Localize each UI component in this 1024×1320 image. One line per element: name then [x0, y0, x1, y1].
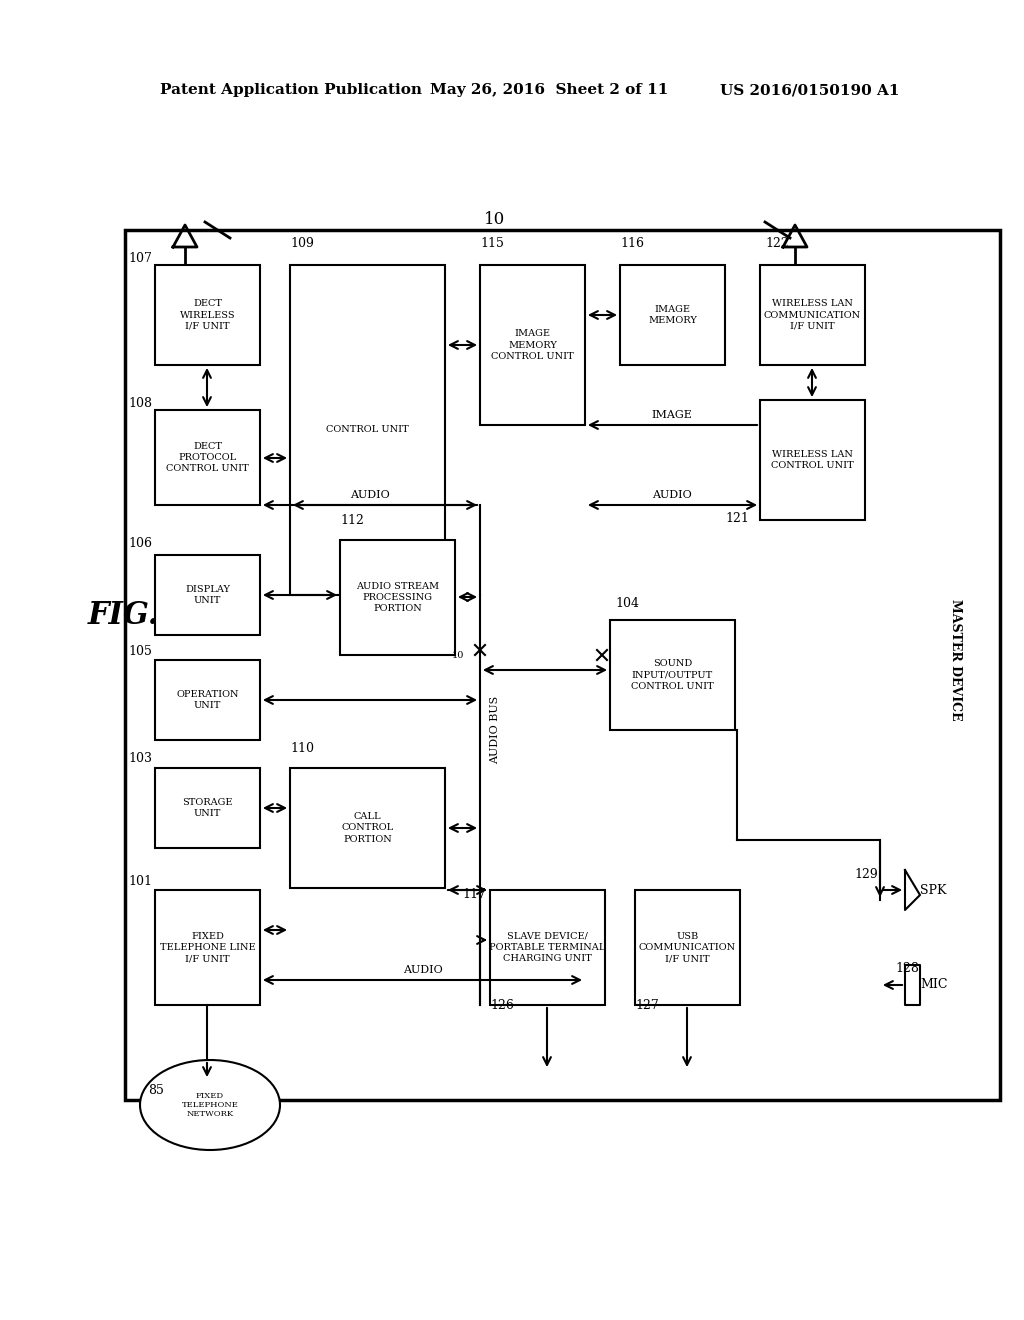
Text: CONTROL UNIT: CONTROL UNIT [326, 425, 409, 434]
Bar [490, 890, 605, 1005]
Text: 109: 109 [290, 238, 314, 249]
Text: 10: 10 [484, 211, 506, 228]
Text: DECT
WIRELESS
I/F UNIT: DECT WIRELESS I/F UNIT [179, 300, 236, 330]
Text: SPK: SPK [920, 883, 946, 896]
Bar [155, 890, 260, 1005]
Text: 129: 129 [854, 869, 878, 882]
Text: IMAGE: IMAGE [651, 411, 692, 420]
Text: AUDIO STREAM
PROCESSING
PORTION: AUDIO STREAM PROCESSING PORTION [356, 582, 439, 612]
Text: MASTER DEVICE: MASTER DEVICE [948, 599, 962, 721]
Text: 128: 128 [895, 962, 919, 975]
Text: May 26, 2016  Sheet 2 of 11: May 26, 2016 Sheet 2 of 11 [430, 83, 669, 96]
Text: 127: 127 [635, 999, 658, 1012]
Text: 108: 108 [128, 397, 152, 411]
Text: 115: 115 [480, 238, 504, 249]
Text: 126: 126 [490, 999, 514, 1012]
Bar [480, 265, 585, 425]
Bar [155, 265, 260, 366]
Text: 117: 117 [462, 888, 485, 902]
Bar [155, 660, 260, 741]
Text: IMAGE
MEMORY: IMAGE MEMORY [648, 305, 697, 325]
Text: Patent Application Publication: Patent Application Publication [160, 83, 422, 96]
Text: USB
COMMUNICATION
I/F UNIT: USB COMMUNICATION I/F UNIT [639, 932, 736, 964]
Text: DECT
PROTOCOL
CONTROL UNIT: DECT PROTOCOL CONTROL UNIT [166, 442, 249, 473]
Bar [155, 411, 260, 506]
Text: AUDIO: AUDIO [402, 965, 442, 975]
Text: FIXED
TELEPHONE LINE
I/F UNIT: FIXED TELEPHONE LINE I/F UNIT [160, 932, 255, 964]
Text: MIC: MIC [920, 978, 947, 991]
Bar [290, 265, 445, 595]
Text: 10: 10 [452, 651, 464, 660]
Ellipse shape [140, 1060, 280, 1150]
Bar [125, 230, 1000, 1100]
Text: STORAGE
UNIT: STORAGE UNIT [182, 799, 232, 818]
Bar [290, 768, 445, 888]
Bar [610, 620, 735, 730]
Text: SOUND
INPUT/OUTPUT
CONTROL UNIT: SOUND INPUT/OUTPUT CONTROL UNIT [631, 660, 714, 690]
Text: DISPLAY
UNIT: DISPLAY UNIT [185, 585, 230, 605]
Bar [760, 265, 865, 366]
Text: 112: 112 [340, 513, 364, 527]
Text: 107: 107 [128, 252, 152, 265]
Bar [620, 265, 725, 366]
Text: 85: 85 [148, 1084, 164, 1097]
Text: IMAGE
MEMORY
CONTROL UNIT: IMAGE MEMORY CONTROL UNIT [492, 330, 573, 360]
Text: 101: 101 [128, 875, 152, 888]
Text: FIXED
TELEPHONE
NETWORK: FIXED TELEPHONE NETWORK [181, 1092, 239, 1118]
Bar [635, 890, 740, 1005]
Text: AUDIO: AUDIO [350, 490, 390, 500]
Bar [340, 540, 455, 655]
Text: 103: 103 [128, 752, 152, 766]
Bar [760, 400, 865, 520]
Bar [155, 554, 260, 635]
Text: AUDIO: AUDIO [652, 490, 692, 500]
Text: WIRELESS LAN
CONTROL UNIT: WIRELESS LAN CONTROL UNIT [771, 450, 854, 470]
Text: 104: 104 [615, 597, 639, 610]
Text: WIRELESS LAN
COMMUNICATION
I/F UNIT: WIRELESS LAN COMMUNICATION I/F UNIT [764, 300, 861, 330]
Text: 110: 110 [290, 742, 314, 755]
Bar [155, 768, 260, 847]
Text: SLAVE DEVICE/
PORTABLE TERMINAL
CHARGING UNIT: SLAVE DEVICE/ PORTABLE TERMINAL CHARGING… [489, 932, 605, 964]
Text: 105: 105 [128, 645, 152, 657]
Text: 116: 116 [620, 238, 644, 249]
Text: 122: 122 [765, 238, 788, 249]
Text: CALL
CONTROL
PORTION: CALL CONTROL PORTION [341, 812, 393, 843]
Text: AUDIO BUS: AUDIO BUS [490, 696, 500, 764]
Text: 106: 106 [128, 537, 152, 550]
Text: US 2016/0150190 A1: US 2016/0150190 A1 [720, 83, 899, 96]
Text: OPERATION
UNIT: OPERATION UNIT [176, 690, 239, 710]
Text: 121: 121 [725, 512, 749, 525]
Text: FIG. 2: FIG. 2 [88, 599, 191, 631]
